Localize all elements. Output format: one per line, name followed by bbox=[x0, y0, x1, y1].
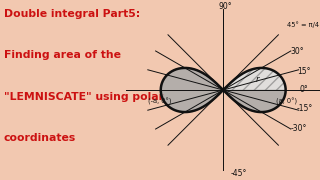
Polygon shape bbox=[223, 68, 286, 90]
Text: r: r bbox=[256, 75, 259, 84]
Text: coordinates: coordinates bbox=[4, 133, 76, 143]
Text: Double integral Part5:: Double integral Part5: bbox=[4, 9, 140, 19]
Text: 30°: 30° bbox=[291, 47, 304, 56]
Text: 90°: 90° bbox=[219, 2, 233, 11]
Text: -15°: -15° bbox=[297, 104, 313, 113]
Text: Finding area of the: Finding area of the bbox=[4, 50, 121, 60]
Text: 15°: 15° bbox=[297, 67, 310, 76]
Text: 0°: 0° bbox=[300, 86, 308, 94]
Text: "LEMNISCATE" using polar: "LEMNISCATE" using polar bbox=[4, 92, 164, 102]
Polygon shape bbox=[161, 68, 223, 112]
Text: -45°: -45° bbox=[231, 169, 247, 178]
Text: (a, 0°): (a, 0°) bbox=[276, 98, 298, 105]
Polygon shape bbox=[223, 68, 286, 112]
Text: -30°: -30° bbox=[291, 124, 307, 133]
Text: (-a, 0°): (-a, 0°) bbox=[148, 98, 171, 105]
Text: 45° = π/4: 45° = π/4 bbox=[287, 21, 319, 28]
